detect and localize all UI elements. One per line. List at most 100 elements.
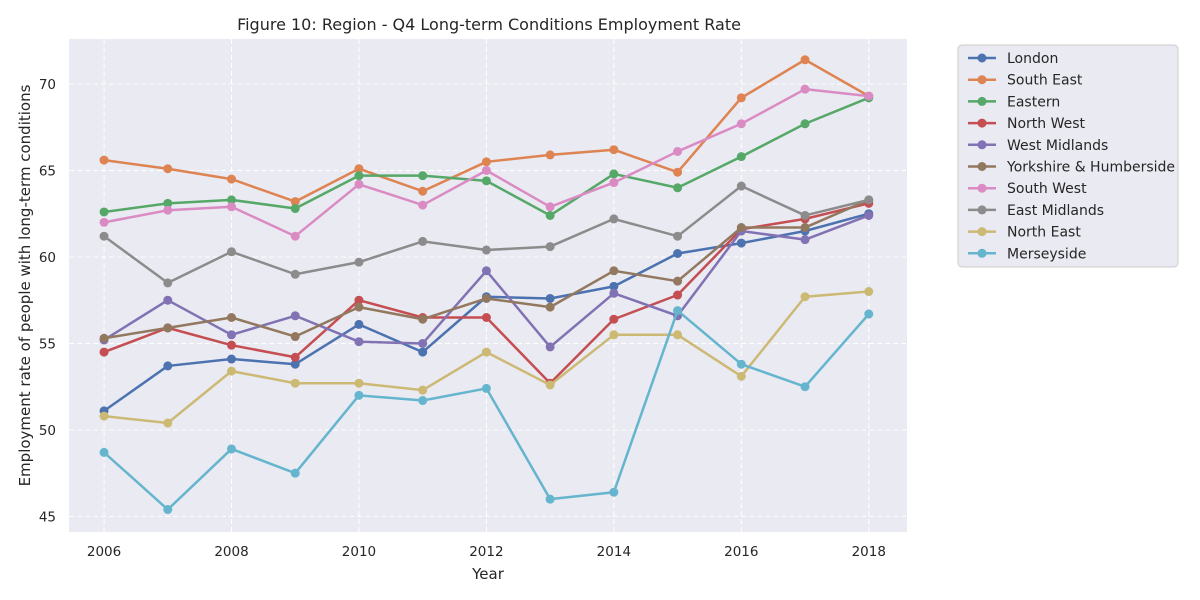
legend-dot-marker bbox=[977, 96, 987, 106]
data-point-eastern bbox=[354, 171, 364, 181]
data-point-london bbox=[227, 354, 237, 364]
data-point-south-west bbox=[673, 146, 683, 156]
data-point-north-east bbox=[545, 380, 555, 390]
data-point-yorkshire-humberside bbox=[481, 293, 491, 303]
data-point-west-midlands bbox=[481, 266, 491, 276]
data-point-south-east bbox=[736, 93, 746, 103]
series-east-midlands bbox=[99, 181, 874, 288]
data-point-north-east bbox=[418, 385, 428, 395]
data-point-north-west bbox=[227, 340, 237, 350]
data-point-south-west bbox=[800, 84, 810, 94]
data-point-east-midlands bbox=[481, 245, 491, 255]
data-point-north-east bbox=[673, 330, 683, 340]
data-point-south-east bbox=[227, 174, 237, 184]
legend-label: East Midlands bbox=[1007, 203, 1104, 219]
data-point-london bbox=[418, 347, 428, 357]
data-point-north-east bbox=[354, 378, 364, 388]
data-point-north-east bbox=[99, 411, 109, 421]
series-eastern bbox=[99, 93, 874, 220]
x-axis-label: Year bbox=[471, 565, 505, 583]
legend-box bbox=[957, 44, 1179, 268]
data-point-london bbox=[736, 238, 746, 248]
data-point-merseyside bbox=[227, 444, 237, 454]
data-point-east-midlands bbox=[290, 269, 300, 279]
data-point-yorkshire-humberside bbox=[290, 332, 300, 342]
legend-dot-marker bbox=[977, 140, 987, 150]
data-point-south-west bbox=[545, 202, 555, 212]
y-tick-label: 60 bbox=[39, 250, 56, 266]
y-axis: 45 50 55 60 65 70 bbox=[39, 77, 56, 525]
data-point-south-east bbox=[481, 157, 491, 167]
legend-item-london: London bbox=[968, 51, 1058, 67]
data-point-south-west bbox=[227, 202, 237, 212]
data-point-north-west bbox=[609, 314, 619, 324]
data-point-south-west bbox=[864, 91, 874, 101]
legend-item-merseyside: Merseyside bbox=[968, 246, 1086, 262]
data-point-merseyside bbox=[609, 487, 619, 497]
data-point-north-west bbox=[673, 290, 683, 300]
data-point-south-east bbox=[99, 155, 109, 165]
y-axis-label: Employment rate of people with long-term… bbox=[16, 84, 34, 486]
data-point-east-midlands bbox=[800, 210, 810, 220]
data-point-south-west bbox=[609, 178, 619, 188]
legend-label: North East bbox=[1007, 225, 1081, 241]
legend-item-north-east: North East bbox=[968, 225, 1081, 241]
data-point-east-midlands bbox=[609, 214, 619, 224]
data-point-west-midlands bbox=[545, 342, 555, 352]
data-point-south-west bbox=[354, 179, 364, 189]
data-point-north-west bbox=[290, 352, 300, 362]
data-point-north-east bbox=[290, 378, 300, 388]
data-point-yorkshire-humberside bbox=[99, 333, 109, 343]
data-point-merseyside bbox=[864, 309, 874, 319]
data-point-merseyside bbox=[736, 359, 746, 369]
data-point-london bbox=[354, 319, 364, 329]
series-merseyside bbox=[99, 306, 874, 515]
legend-item-west-midlands: West Midlands bbox=[968, 138, 1108, 154]
data-point-east-midlands bbox=[354, 257, 364, 267]
legend: London South East Eastern North West West Mi… bbox=[957, 44, 1179, 268]
legend-item-eastern: Eastern bbox=[968, 94, 1060, 110]
data-point-south-east bbox=[290, 197, 300, 207]
data-point-north-east bbox=[163, 418, 173, 428]
data-point-merseyside bbox=[800, 382, 810, 392]
legend-dot-marker bbox=[977, 205, 987, 215]
legend-item-east-midlands: East Midlands bbox=[968, 203, 1104, 219]
y-tick-label: 55 bbox=[39, 336, 56, 352]
legend-item-yorkshire-humberside: Yorkshire & Humberside bbox=[968, 160, 1175, 176]
legend-item-south-west: South West bbox=[968, 181, 1087, 197]
data-point-north-east bbox=[481, 347, 491, 357]
legend-label: South West bbox=[1007, 181, 1087, 197]
legend-dot-marker bbox=[977, 53, 987, 63]
data-point-merseyside bbox=[163, 505, 173, 515]
data-point-merseyside bbox=[99, 447, 109, 457]
data-point-yorkshire-humberside bbox=[609, 266, 619, 276]
data-point-east-midlands bbox=[99, 231, 109, 241]
data-point-merseyside bbox=[354, 390, 364, 400]
legend-label: North West bbox=[1007, 116, 1086, 132]
data-point-west-midlands bbox=[609, 288, 619, 298]
data-point-south-east bbox=[609, 145, 619, 155]
data-point-south-east bbox=[545, 150, 555, 160]
data-point-south-west bbox=[418, 200, 428, 210]
data-point-south-west bbox=[163, 205, 173, 215]
data-point-merseyside bbox=[481, 383, 491, 393]
data-point-merseyside bbox=[545, 494, 555, 504]
legend-label: Merseyside bbox=[1007, 246, 1086, 262]
legend-dot-marker bbox=[977, 248, 987, 258]
legend-dot-marker bbox=[977, 118, 987, 128]
data-point-east-midlands bbox=[736, 181, 746, 191]
data-point-east-midlands bbox=[227, 247, 237, 257]
data-point-west-midlands bbox=[290, 311, 300, 321]
data-point-east-midlands bbox=[545, 242, 555, 252]
data-point-yorkshire-humberside bbox=[418, 314, 428, 324]
x-tick-label: 2010 bbox=[342, 544, 376, 560]
x-tick-label: 2012 bbox=[469, 544, 503, 560]
data-point-north-west bbox=[354, 295, 364, 305]
legend-dot-marker bbox=[977, 227, 987, 237]
data-point-north-east bbox=[736, 371, 746, 381]
data-point-merseyside bbox=[418, 396, 428, 406]
data-point-north-west bbox=[99, 347, 109, 357]
legend-item-south-east: South East bbox=[968, 73, 1083, 89]
series-yorkshire-humberside bbox=[99, 195, 874, 343]
data-point-eastern bbox=[545, 210, 555, 220]
